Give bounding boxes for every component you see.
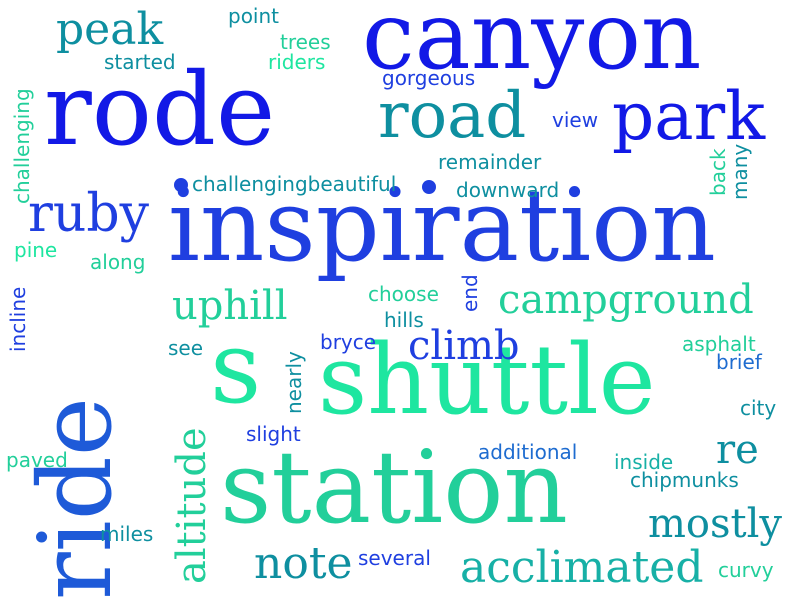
word-pine: pine (14, 238, 58, 262)
word-nearly: nearly (282, 351, 306, 414)
word-hills: hills (384, 308, 424, 332)
word-curvy: curvy (718, 558, 774, 582)
word-gorgeous: gorgeous (382, 66, 476, 90)
word-choose: choose (368, 282, 439, 306)
word-bryce: bryce (320, 330, 377, 354)
word-shuttle: shuttle (318, 324, 656, 436)
word-miles: miles (100, 522, 154, 546)
word-ruby: ruby (28, 184, 150, 244)
word-started: started (104, 50, 176, 74)
word-mostly: mostly (648, 501, 783, 547)
word-road: road (378, 79, 527, 153)
word-point: point (228, 4, 280, 28)
word-many: many (728, 143, 752, 200)
word-end: end (458, 274, 482, 312)
dot-right (422, 180, 436, 194)
word-see: see (168, 336, 204, 360)
word-city: city (740, 396, 777, 420)
word-trees: trees (280, 30, 331, 54)
word-re: re (716, 427, 759, 473)
word-downward: downward (456, 178, 560, 202)
word-view: view (552, 108, 599, 132)
word-challengingbeautiful: challengingbeautiful (192, 172, 397, 196)
word-remainder: remainder (438, 150, 542, 174)
word-climb: climb (408, 323, 520, 369)
word-riders: riders (268, 50, 326, 74)
word-challenging: challenging (10, 88, 34, 204)
word-inspiration: inspiration (168, 167, 716, 284)
word-along: along (90, 250, 146, 274)
word-station: station (220, 429, 568, 546)
word-back: back (706, 148, 730, 196)
word-incline: incline (6, 286, 30, 352)
word-brief: brief (716, 350, 762, 374)
word-note: note (254, 538, 353, 589)
word-peak: peak (56, 4, 164, 55)
word-slight: slight (246, 422, 301, 446)
word-inside: inside (614, 450, 674, 474)
word-asphalt: asphalt (682, 332, 756, 356)
word-additional: additional (478, 440, 578, 464)
word-rode: rode (44, 51, 276, 168)
word-canyon: canyon (362, 0, 702, 91)
dot-left (174, 178, 188, 192)
word-altitude: altitude (169, 427, 215, 584)
word-acclimated: acclimated (460, 542, 704, 593)
word-uphill: uphill (172, 283, 288, 329)
word-park: park (612, 78, 766, 155)
word-ride: ride (17, 397, 134, 600)
word-several: several (358, 546, 431, 570)
word-s: s (210, 309, 262, 426)
word-paved: paved (6, 448, 68, 472)
word-chipmunks: chipmunks (630, 468, 739, 492)
word-campground: campground (498, 277, 754, 323)
